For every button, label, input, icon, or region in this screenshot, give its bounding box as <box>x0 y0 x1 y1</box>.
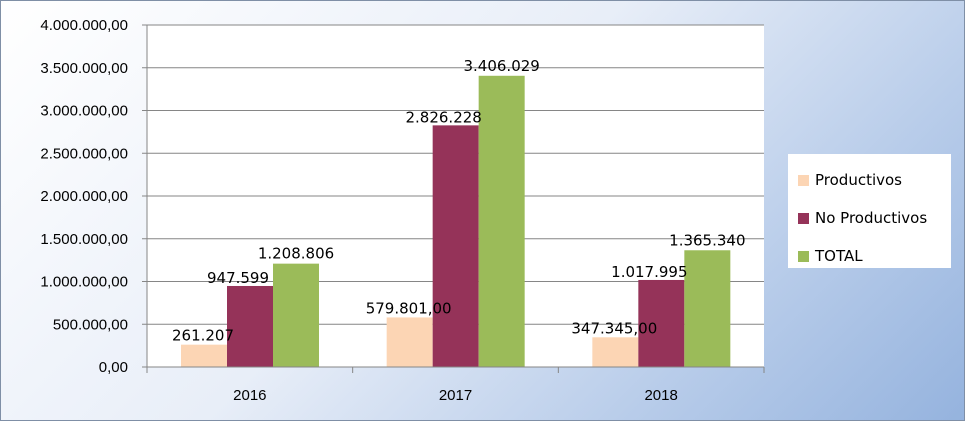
legend-swatch-productivos <box>798 174 809 186</box>
y-tick-label: 3.000.000,00 <box>40 103 128 120</box>
data-label: 347.345,00 <box>571 319 657 337</box>
data-label: 261.207 <box>172 327 234 345</box>
y-tick-label: 4.000.000,00 <box>40 17 128 34</box>
x-tick-label: 2016 <box>233 387 266 404</box>
bar <box>592 337 639 367</box>
y-tick-label: 2.500.000,00 <box>40 145 128 162</box>
bar <box>478 75 525 368</box>
legend-item-no-productivos: No Productivos <box>788 199 951 237</box>
y-tick-label: 1.500.000,00 <box>40 231 128 248</box>
y-tick-label: 500.000,00 <box>53 316 128 333</box>
legend-item-total: TOTAL <box>788 237 951 275</box>
legend-swatch-no-productivos <box>798 212 809 224</box>
y-tick-label: 1.000.000,00 <box>40 274 128 291</box>
bar <box>386 317 433 367</box>
bar <box>227 285 273 367</box>
y-tick-label: 3.500.000,00 <box>40 60 128 77</box>
legend-label: Productivos <box>815 171 902 189</box>
bar <box>181 344 227 367</box>
bar <box>684 250 731 367</box>
data-label: 2.826.228 <box>405 108 481 126</box>
data-label: 947.599 <box>207 269 269 287</box>
data-label: 1.365.340 <box>669 231 745 249</box>
legend: Productivos No Productivos TOTAL <box>788 154 951 268</box>
legend-label: No Productivos <box>815 209 928 227</box>
data-label: 3.406.029 <box>463 57 539 75</box>
bar <box>273 263 319 367</box>
x-tick-label: 2018 <box>644 387 677 404</box>
legend-swatch-total <box>798 250 809 262</box>
x-tick-label: 2017 <box>439 387 472 404</box>
legend-item-productivos: Productivos <box>788 161 951 199</box>
data-label: 1.017.995 <box>611 263 687 281</box>
data-label: 1.208.806 <box>258 245 334 263</box>
legend-label: TOTAL <box>815 247 863 265</box>
y-tick-label: 2.000.000,00 <box>40 188 128 205</box>
data-label: 579.801,00 <box>366 299 452 317</box>
bar <box>432 125 479 367</box>
bar <box>638 279 685 367</box>
y-tick-label: 0,00 <box>99 359 128 376</box>
